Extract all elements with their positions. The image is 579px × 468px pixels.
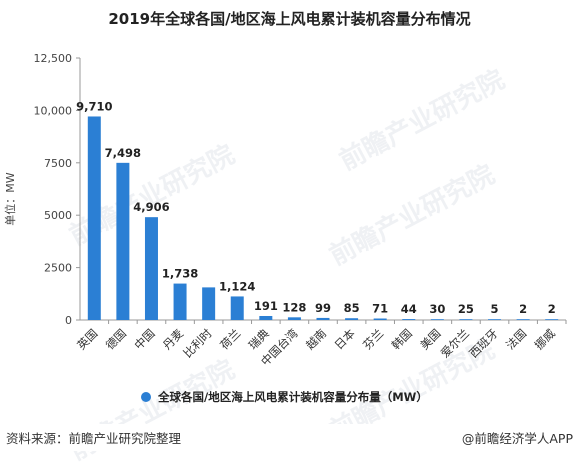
data-label: 191 (254, 299, 278, 313)
brand-note: @前瞻经济学人APP (461, 431, 573, 446)
x-tick-label: 荷兰 (217, 326, 243, 352)
bar (173, 283, 187, 320)
x-tick-label: 英国 (74, 326, 100, 352)
bar (402, 319, 416, 320)
x-tick-label: 芬兰 (360, 326, 386, 352)
y-tick-label: 7500 (44, 157, 72, 170)
x-tick-label: 爱尔兰 (438, 326, 472, 360)
x-tick-label: 越南 (303, 326, 329, 352)
data-label: 5 (491, 302, 499, 316)
x-tick-label: 韩国 (389, 326, 415, 352)
y-tick-label: 2500 (44, 262, 72, 275)
bar (316, 317, 330, 320)
data-label: 128 (282, 300, 306, 314)
data-label: 1,124 (219, 279, 255, 293)
y-tick-label: 0 (65, 314, 72, 327)
data-label: 30 (429, 302, 445, 316)
x-tick-label: 日本 (332, 326, 359, 353)
bar (87, 116, 101, 321)
data-label: 9,710 (76, 99, 112, 113)
data-label: 7,498 (105, 146, 141, 160)
footer: 资料来源：前瞻产业研究院整理 @前瞻经济学人APP (0, 424, 579, 451)
data-label: 99 (315, 301, 331, 315)
data-label: 85 (344, 301, 360, 315)
x-tick-label: 德国 (103, 326, 129, 352)
y-tick-label: 12,500 (34, 52, 73, 65)
bar (459, 319, 473, 320)
data-label: 71 (372, 302, 388, 316)
bar (516, 319, 530, 320)
bar (202, 287, 216, 320)
x-tick-label: 比利时 (180, 326, 215, 361)
y-tick-label: 10,000 (34, 104, 73, 117)
bar (345, 318, 359, 320)
data-label: 4,906 (133, 200, 169, 214)
bar (488, 319, 502, 320)
bar-chart: 0 2500 5000 7500 10,000 12,500 单位：MW 9,710 英国 7,4… (3, 52, 567, 404)
x-tick-label: 西班牙 (466, 326, 500, 360)
bar (144, 217, 158, 320)
data-label: 44 (401, 302, 417, 316)
data-label: 25 (458, 302, 474, 316)
bar (287, 317, 301, 320)
legend-label: 全球各国/地区海上风电累计装机容量分布量（MW） (157, 390, 428, 404)
bar (116, 162, 130, 320)
bar (259, 315, 273, 320)
x-tick-label: 法国 (503, 326, 529, 352)
x-tick-label: 中国 (131, 326, 157, 352)
chart-title: 2019年全球各国/地区海上风电累计装机容量分布情况 (108, 10, 471, 28)
data-label: 2 (519, 302, 527, 316)
x-tick-label: 挪威 (532, 326, 559, 353)
bar (430, 319, 444, 320)
bar (230, 296, 244, 320)
legend-marker (141, 392, 151, 402)
data-label: 1,738 (162, 267, 198, 281)
data-label: 2 (548, 302, 556, 316)
y-tick-label: 5000 (44, 209, 72, 222)
bar (373, 318, 387, 320)
source-note: 资料来源：前瞻产业研究院整理 (6, 431, 182, 446)
bar (545, 319, 559, 320)
y-axis-label: 单位：MW (3, 172, 17, 225)
